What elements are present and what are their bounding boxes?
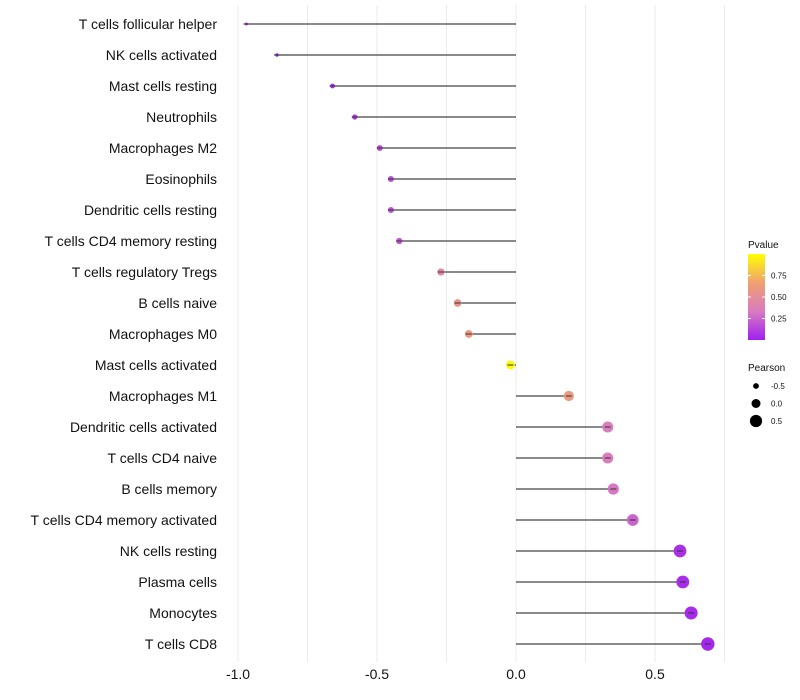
y-tick-label-2: Mast cells resting [109,78,217,94]
y-tick-label-11: Mast cells activated [95,357,217,373]
legend-colorbar-label-1: 0.50 [771,293,787,302]
y-tick-label-18: Plasma cells [138,574,217,590]
y-tick-label-14: T cells CD4 naive [108,450,218,466]
y-tick-label-10: Macrophages M0 [109,326,217,342]
y-tick-label-0: T cells follicular helper [79,16,218,32]
y-tick-label-7: T cells CD4 memory resting [45,233,217,249]
legend-size-label-2: 0.5 [771,417,783,426]
y-tick-label-17: NK cells resting [120,543,217,559]
legend-size-label-1: 0.0 [771,400,783,409]
y-tick-label-13: Dendritic cells activated [70,419,217,435]
x-tick-label-1: -0.5 [365,666,389,682]
legend-colorbar-label-2: 0.75 [771,272,787,281]
y-tick-label-8: T cells regulatory Tregs [72,264,217,280]
y-tick-label-9: B cells naive [138,295,217,311]
legend-size-dot-1 [751,399,761,408]
x-tick-label-0: -1.0 [226,666,250,682]
legend-size-dot-2 [749,414,763,428]
legend-color-title: Pvalue [748,240,779,251]
legend-colorbar [748,254,765,340]
y-tick-label-19: Monocytes [149,605,217,621]
legend-colorbar-label-0: 0.25 [771,315,787,324]
y-tick-label-3: Neutrophils [146,109,217,125]
x-tick-label-3: 0.5 [645,666,665,682]
y-tick-label-1: NK cells activated [106,47,217,63]
y-tick-label-12: Macrophages M1 [109,388,217,404]
y-tick-label-4: Macrophages M2 [109,140,217,156]
y-tick-label-20: T cells CD8 [145,636,217,652]
legend-size-label-0: -0.5 [771,382,785,391]
legend-size-dot-0 [753,383,759,389]
y-tick-label-16: T cells CD4 memory activated [31,512,217,528]
x-tick-label-2: 0.0 [506,666,526,682]
y-tick-label-5: Eosinophils [145,171,217,187]
y-tick-label-6: Dendritic cells resting [84,202,217,218]
legend-size-title: Pearson [748,363,785,374]
y-tick-label-15: B cells memory [121,481,217,497]
